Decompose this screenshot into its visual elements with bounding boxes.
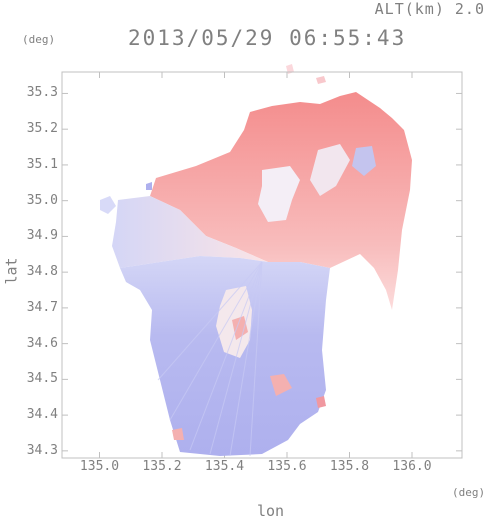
x-axis-title: lon bbox=[257, 502, 285, 520]
radial-streaks bbox=[157, 261, 263, 457]
transition-region bbox=[112, 196, 268, 268]
x-tick-label: 136.0 bbox=[392, 459, 432, 474]
small-echo bbox=[100, 196, 116, 214]
x-tick-label: 135.0 bbox=[79, 459, 120, 474]
y-tick-label: 35.0 bbox=[26, 192, 58, 208]
x-axis-unit: (deg) bbox=[452, 486, 486, 499]
plot-frame bbox=[61, 71, 463, 459]
small-echo bbox=[316, 76, 326, 84]
x-tick-label: 135.6 bbox=[267, 459, 307, 474]
neutral-patch bbox=[258, 166, 300, 222]
timestamp-title: 2013/05/29 06:55:43 bbox=[128, 26, 407, 50]
y-tick-label: 34.8 bbox=[26, 264, 58, 280]
receding-patch bbox=[270, 374, 292, 396]
y-tick-label: 34.9 bbox=[26, 228, 58, 244]
x-tick-label: 135.2 bbox=[142, 459, 182, 474]
x-tick-label: 135.8 bbox=[329, 459, 370, 474]
y-tick-label: 34.3 bbox=[26, 442, 58, 458]
y-tick-label: 35.2 bbox=[26, 121, 58, 137]
y-tick-label: 35.1 bbox=[26, 156, 58, 172]
y-tick-label: 35.3 bbox=[26, 85, 58, 101]
y-tick-label: 34.7 bbox=[26, 299, 58, 315]
y-tick-label: 34.5 bbox=[26, 371, 58, 387]
y-tick-label: 34.4 bbox=[26, 407, 58, 423]
y-tick-label: 34.6 bbox=[26, 335, 58, 351]
approaching-region bbox=[120, 256, 330, 456]
small-echo bbox=[146, 182, 152, 190]
approaching-patch bbox=[352, 146, 376, 176]
tick-marks bbox=[62, 72, 462, 458]
x-tick-label: 135.4 bbox=[204, 459, 245, 474]
neutral-patch bbox=[310, 144, 350, 196]
altitude-label: ALT(km) 2.0 bbox=[374, 0, 485, 18]
receding-patch bbox=[172, 428, 184, 440]
receding-patch bbox=[232, 316, 248, 340]
receding-patch bbox=[316, 396, 326, 408]
y-axis-unit: (deg) bbox=[22, 33, 56, 46]
